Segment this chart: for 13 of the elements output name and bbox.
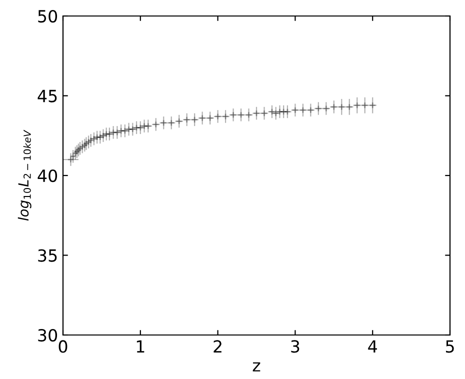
- x-tick-label: 4: [368, 340, 377, 353]
- x-axis-title: z: [252, 362, 260, 372]
- x-tick-label: 2: [214, 340, 222, 353]
- y-axis-title: log$_{10}$L$_{2−10keV}$: [18, 130, 32, 221]
- x-tick-label: 3: [291, 340, 300, 353]
- y-tick-label: 30: [38, 328, 58, 342]
- x-tick-label: 5: [446, 340, 454, 353]
- x-tick-label: 0: [58, 340, 68, 353]
- x-tick-label: 1: [136, 340, 144, 353]
- y-tick-label: 35: [38, 249, 57, 262]
- y-tick-label: 50: [38, 10, 58, 23]
- y-tick-label: 45: [38, 90, 57, 102]
- y-tick-label: 40: [38, 169, 58, 182]
